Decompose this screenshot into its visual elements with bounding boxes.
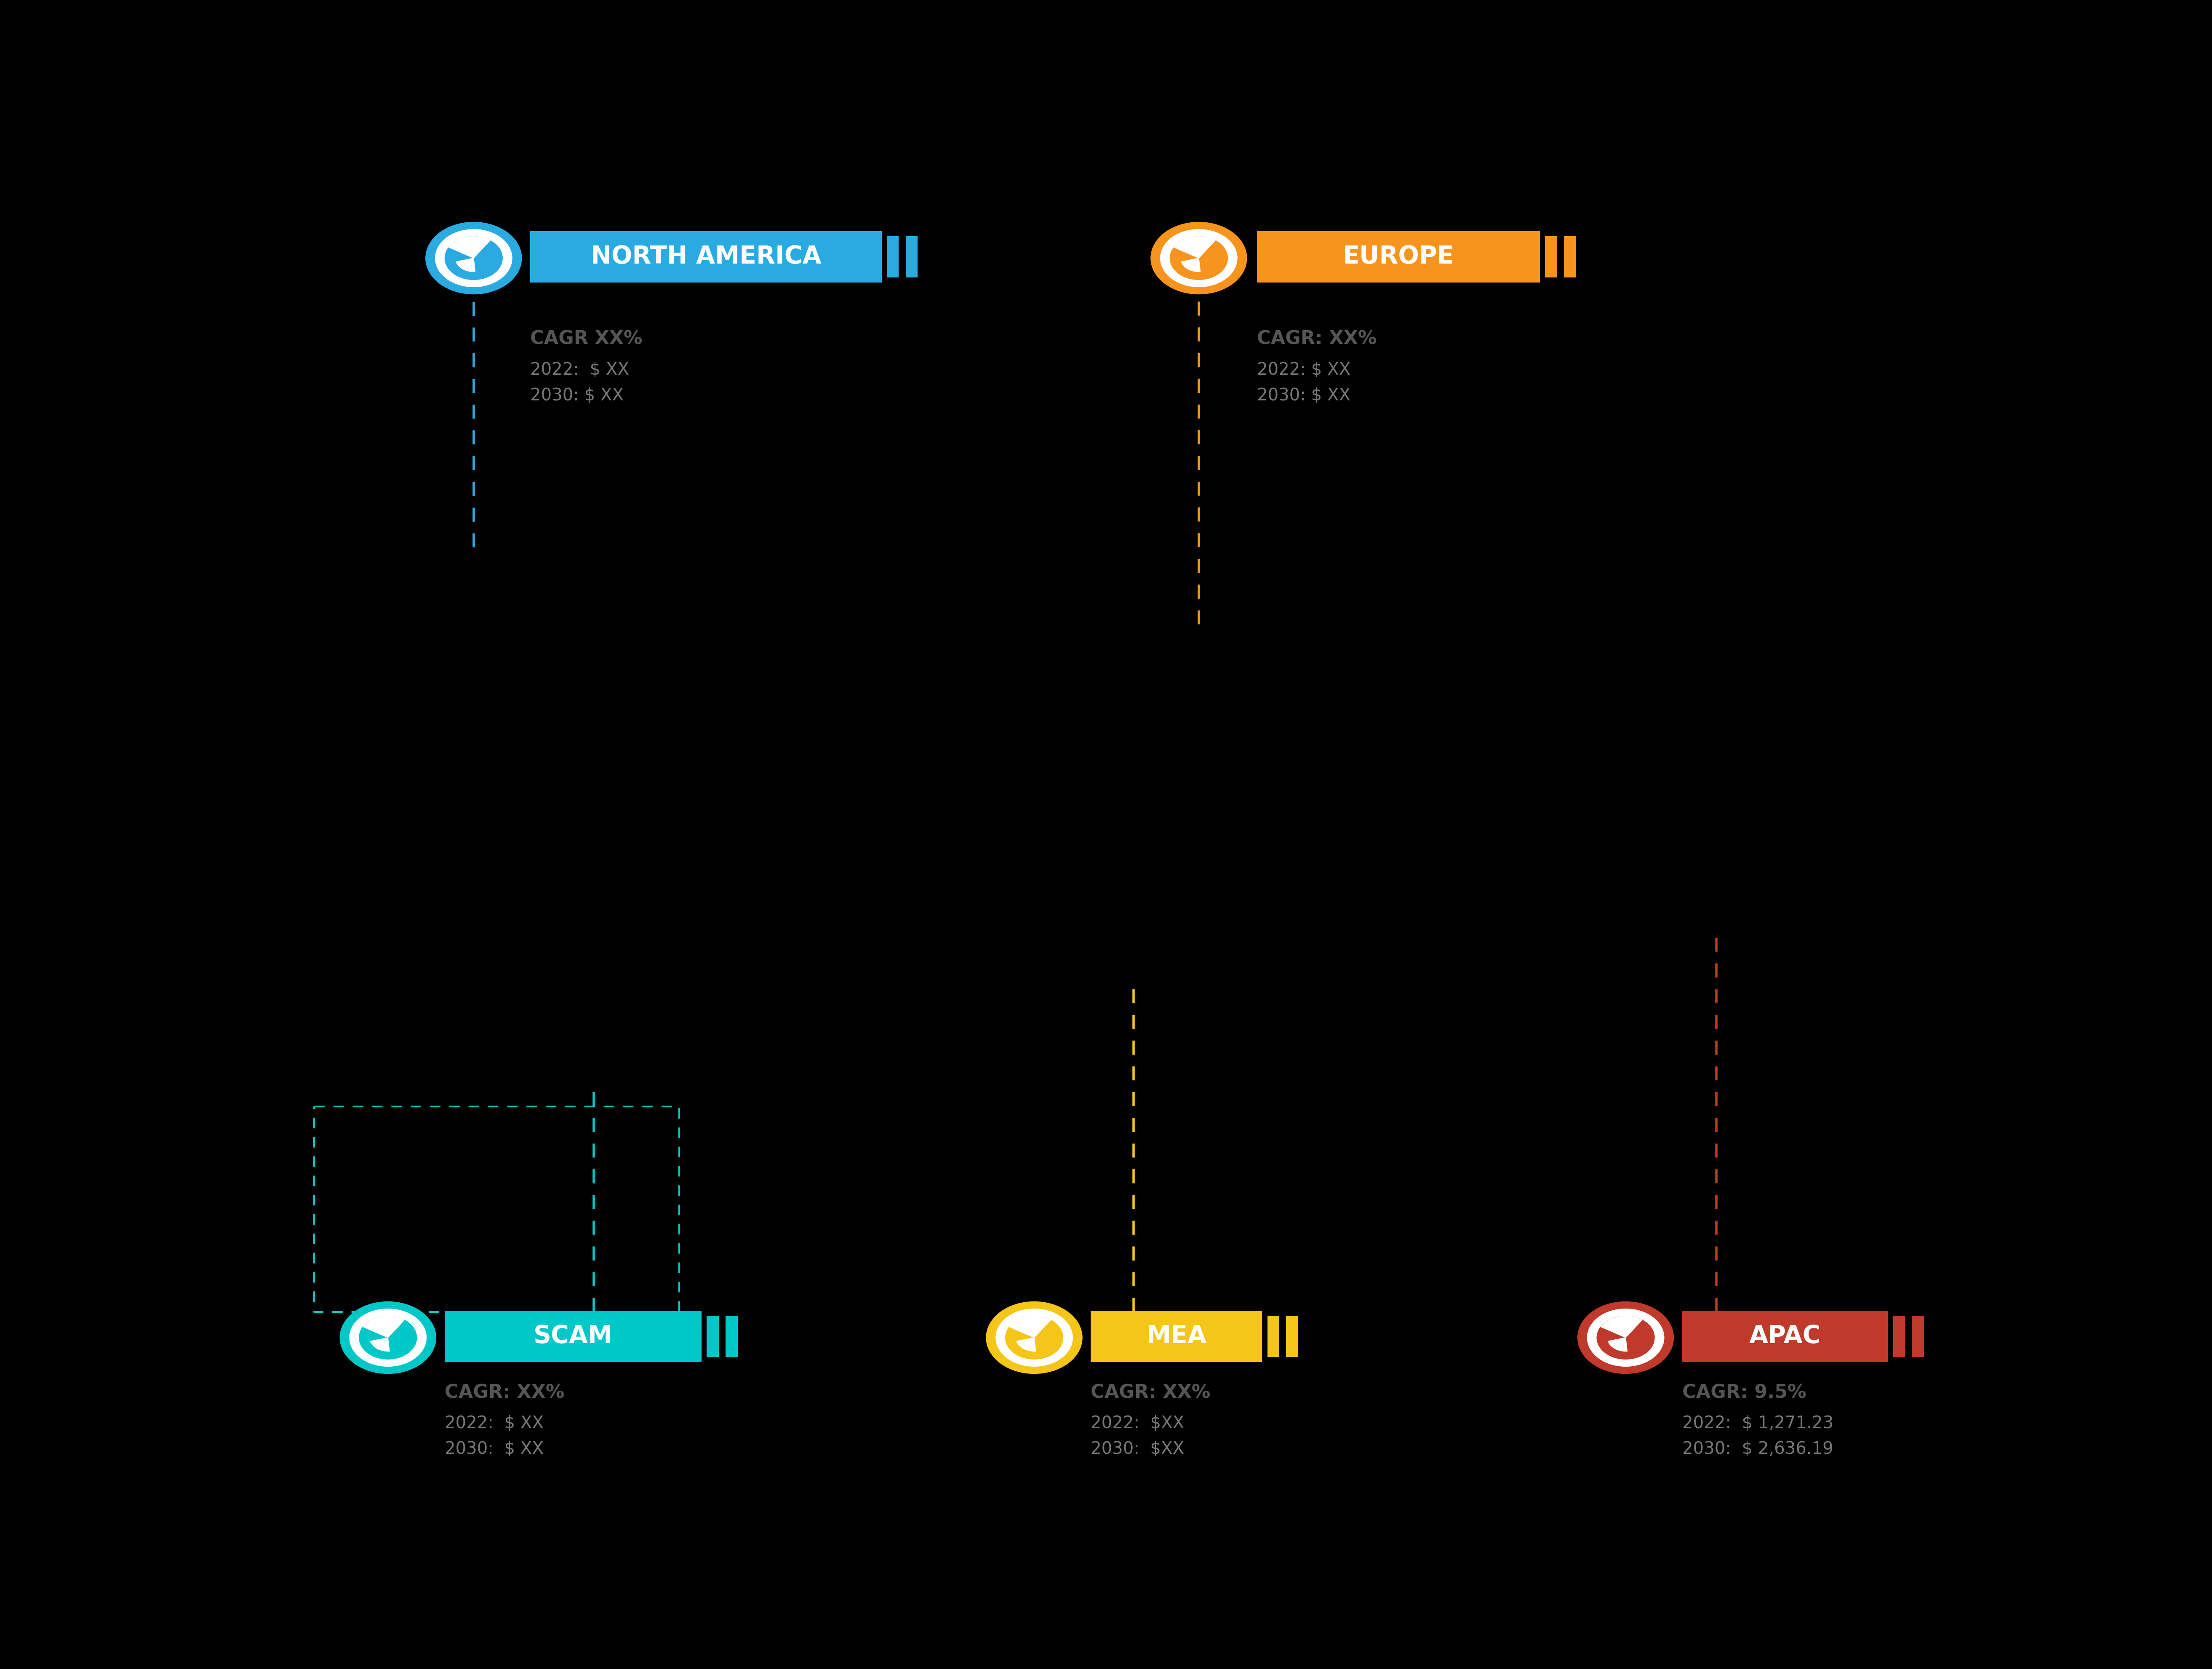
Text: CAGR: XX%: CAGR: XX%: [1091, 1384, 1210, 1402]
FancyBboxPatch shape: [726, 1315, 737, 1357]
Text: 2022:  $ 1,271.23: 2022: $ 1,271.23: [1681, 1415, 1834, 1432]
FancyBboxPatch shape: [445, 1310, 701, 1362]
Text: CAGR: XX%: CAGR: XX%: [1256, 330, 1376, 349]
FancyBboxPatch shape: [905, 237, 918, 277]
Text: CAGR XX%: CAGR XX%: [531, 330, 641, 349]
Text: MEA: MEA: [1146, 1324, 1206, 1349]
FancyBboxPatch shape: [531, 230, 883, 282]
Wedge shape: [1009, 1317, 1051, 1337]
Circle shape: [1588, 1308, 1663, 1367]
Text: 2030: $ XX: 2030: $ XX: [531, 387, 624, 404]
Wedge shape: [369, 1337, 389, 1352]
Wedge shape: [1601, 1317, 1641, 1337]
Text: CAGR: XX%: CAGR: XX%: [445, 1384, 564, 1402]
FancyBboxPatch shape: [1267, 1315, 1279, 1357]
Circle shape: [436, 229, 511, 287]
Circle shape: [349, 1308, 427, 1367]
FancyBboxPatch shape: [1681, 1310, 1887, 1362]
Wedge shape: [1608, 1337, 1628, 1352]
Circle shape: [341, 1302, 436, 1374]
Circle shape: [1161, 229, 1237, 287]
FancyBboxPatch shape: [1285, 1315, 1298, 1357]
Text: EUROPE: EUROPE: [1343, 245, 1453, 269]
Text: APAC: APAC: [1750, 1324, 1820, 1349]
Circle shape: [987, 1302, 1082, 1374]
Circle shape: [1170, 237, 1228, 280]
Circle shape: [445, 237, 502, 280]
FancyBboxPatch shape: [887, 237, 898, 277]
Text: 2030: $ XX: 2030: $ XX: [1256, 387, 1352, 404]
Text: SCAM: SCAM: [533, 1324, 613, 1349]
Wedge shape: [456, 259, 476, 272]
Wedge shape: [1018, 1337, 1035, 1352]
Wedge shape: [1175, 237, 1214, 259]
FancyBboxPatch shape: [1091, 1310, 1263, 1362]
Circle shape: [995, 1308, 1073, 1367]
FancyBboxPatch shape: [1564, 237, 1575, 277]
FancyBboxPatch shape: [708, 1315, 719, 1357]
Circle shape: [1150, 222, 1248, 294]
Circle shape: [358, 1317, 416, 1359]
Text: 2022:  $ XX: 2022: $ XX: [531, 362, 628, 379]
FancyBboxPatch shape: [1893, 1315, 1905, 1357]
Text: 2030:  $ 2,636.19: 2030: $ 2,636.19: [1681, 1440, 1834, 1457]
Text: 2030:  $XX: 2030: $XX: [1091, 1440, 1183, 1457]
Text: CAGR: 9.5%: CAGR: 9.5%: [1681, 1384, 1807, 1402]
Text: 2022:  $XX: 2022: $XX: [1091, 1415, 1183, 1432]
Circle shape: [1006, 1317, 1064, 1359]
Wedge shape: [449, 237, 491, 259]
Circle shape: [425, 222, 522, 294]
FancyBboxPatch shape: [1911, 1315, 1924, 1357]
Wedge shape: [363, 1317, 405, 1337]
Circle shape: [1597, 1317, 1655, 1359]
FancyBboxPatch shape: [1256, 230, 1540, 282]
Circle shape: [1577, 1302, 1674, 1374]
Text: 2022:  $ XX: 2022: $ XX: [445, 1415, 544, 1432]
Wedge shape: [1181, 259, 1201, 272]
Text: 2030:  $ XX: 2030: $ XX: [445, 1440, 544, 1457]
Text: NORTH AMERICA: NORTH AMERICA: [591, 245, 821, 269]
FancyBboxPatch shape: [1544, 237, 1557, 277]
Text: 2022: $ XX: 2022: $ XX: [1256, 362, 1352, 379]
